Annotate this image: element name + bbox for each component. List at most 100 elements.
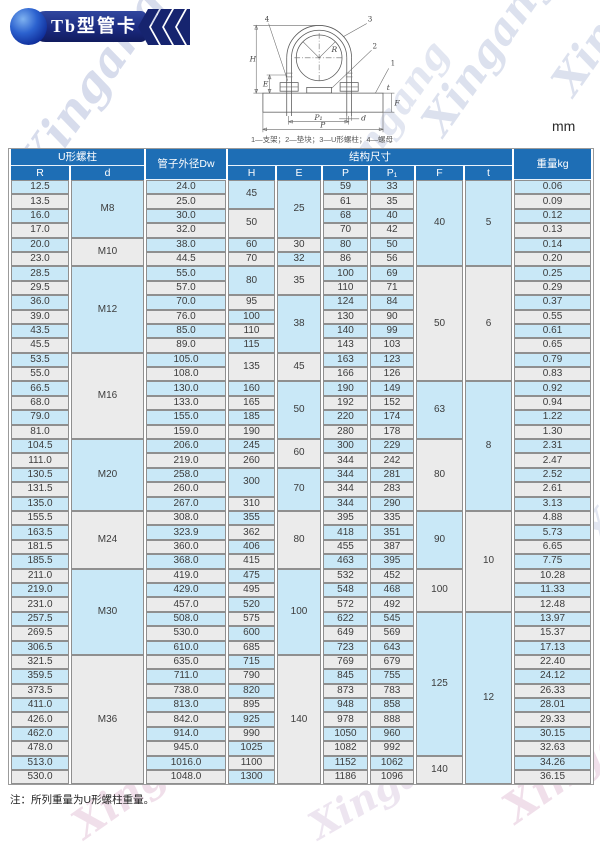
cell-P1: 69 <box>370 266 414 281</box>
cell-Dw: 419.0 <box>146 568 226 583</box>
cell-P: 769 <box>323 654 368 670</box>
cell-d: M30 <box>71 568 144 655</box>
cell-P: 455 <box>323 539 368 555</box>
badge-sphere-icon <box>10 8 47 45</box>
cell-weight: 0.09 <box>514 194 592 209</box>
cell-P: 300 <box>323 439 368 454</box>
cell-P: 873 <box>323 683 368 699</box>
cell-P: 143 <box>323 338 368 353</box>
cell-H: 925 <box>228 712 275 727</box>
cell-weight: 0.29 <box>514 280 592 296</box>
cell-P1: 335 <box>370 510 414 526</box>
cell-Dw: 30.0 <box>146 208 226 224</box>
cell-weight: 36.15 <box>514 770 592 785</box>
table-row: 462.0 914.0 990 1050 960 30.15 <box>11 726 592 742</box>
cell-weight: 32.63 <box>514 741 592 756</box>
cell-H: 475 <box>228 568 275 583</box>
cell-F: 80 <box>416 439 463 511</box>
cell-Dw: 38.0 <box>146 237 226 252</box>
cell-H: 1300 <box>228 770 275 785</box>
table-row: 104.5 M20 206.0 245 60 300 229 80 2.31 <box>11 439 592 511</box>
cell-Dw: 530.0 <box>146 626 226 641</box>
u-bolt-drawing-svg: R H E t F d P₁ <box>249 15 400 133</box>
table-row: 185.5 368.0 415 463 395 7.75 <box>11 554 592 569</box>
cell-E: 140 <box>277 654 321 785</box>
cell-P: 100 <box>323 266 368 281</box>
cell-H: 160 <box>228 381 275 396</box>
cell-t: 6 <box>465 266 513 382</box>
table-row: 16.0 30.0 50 68 40 0.12 <box>11 208 592 238</box>
dim-F-label: F <box>393 98 400 107</box>
cell-H: 45 <box>228 180 275 209</box>
cell-Dw: 219.0 <box>146 453 226 468</box>
cell-R: 530.0 <box>11 770 69 785</box>
cell-d: M16 <box>71 352 144 440</box>
cell-R: 478.0 <box>11 741 69 756</box>
table-header: U形螺柱 管子外径Dw 结构尺寸 重量kg R d H E P P₁ F t <box>11 149 592 180</box>
table-row: 130.5 258.0 300 70 344 281 2.52 <box>11 467 592 511</box>
dim-E-label: E <box>262 79 269 88</box>
cell-H: 95 <box>228 295 275 310</box>
cell-Dw: 155.0 <box>146 410 226 425</box>
cell-P1: 149 <box>370 381 414 396</box>
cell-Dw: 85.0 <box>146 323 226 339</box>
table-row: 411.0 813.0 895 948 858 28.01 <box>11 698 592 713</box>
cell-F: 40 <box>416 180 463 267</box>
cell-P1: 1062 <box>370 755 414 771</box>
cell-P1: 174 <box>370 410 414 425</box>
cell-R: 17.0 <box>11 223 69 238</box>
cell-P1: 960 <box>370 726 414 742</box>
cell-P: 978 <box>323 712 368 727</box>
cell-P: 1152 <box>323 755 368 771</box>
cell-R: 185.5 <box>11 554 69 569</box>
cell-weight: 11.33 <box>514 582 592 598</box>
cell-d: M12 <box>71 266 144 353</box>
cell-t: 10 <box>465 510 513 612</box>
header-d: d <box>71 166 144 180</box>
cell-H: 715 <box>228 654 275 670</box>
cell-R: 219.0 <box>11 582 69 598</box>
cell-R: 231.0 <box>11 597 69 612</box>
cell-P: 192 <box>323 395 368 411</box>
cell-H: 245 <box>228 439 275 454</box>
cell-H: 990 <box>228 726 275 742</box>
dim-P-label: P <box>319 120 326 129</box>
cell-P: 166 <box>323 367 368 382</box>
cell-H: 685 <box>228 640 275 655</box>
cell-Dw: 258.0 <box>146 467 226 483</box>
cell-E: 45 <box>277 352 321 382</box>
cell-R: 12.5 <box>11 180 69 195</box>
cell-Dw: 738.0 <box>146 683 226 699</box>
table-row: 530.0 1048.0 1300 1186 1096 36.15 <box>11 770 592 785</box>
cell-P1: 56 <box>370 251 414 267</box>
cell-P1: 468 <box>370 582 414 598</box>
cell-weight: 28.01 <box>514 698 592 713</box>
cell-H: 115 <box>228 338 275 353</box>
footnote: 注：所列重量为U形螺柱重量。 <box>10 794 155 806</box>
cell-P: 163 <box>323 352 368 368</box>
cell-H: 495 <box>228 582 275 598</box>
cell-R: 513.0 <box>11 755 69 771</box>
cell-P: 948 <box>323 698 368 713</box>
cell-weight: 0.20 <box>514 251 592 267</box>
cell-weight: 0.12 <box>514 208 592 224</box>
cell-R: 53.5 <box>11 352 69 368</box>
cell-Dw: 24.0 <box>146 180 226 195</box>
cell-P: 220 <box>323 410 368 425</box>
cell-P: 344 <box>323 467 368 483</box>
cell-P1: 99 <box>370 323 414 339</box>
cell-H: 895 <box>228 698 275 713</box>
cell-H: 110 <box>228 323 275 339</box>
cell-weight: 0.79 <box>514 352 592 368</box>
table-row: 257.5 508.0 575 622 545 125 12 13.97 <box>11 611 592 785</box>
cell-R: 16.0 <box>11 208 69 224</box>
cell-H: 355 <box>228 510 275 526</box>
cell-R: 79.0 <box>11 410 69 425</box>
cell-P: 649 <box>323 626 368 641</box>
cell-P: 59 <box>323 180 368 195</box>
cell-E: 38 <box>277 295 321 353</box>
table-row: 13.5 25.0 61 35 0.09 <box>11 194 592 209</box>
cell-H: 1100 <box>228 755 275 771</box>
cell-weight: 24.12 <box>514 669 592 684</box>
header-F: F <box>416 166 463 180</box>
